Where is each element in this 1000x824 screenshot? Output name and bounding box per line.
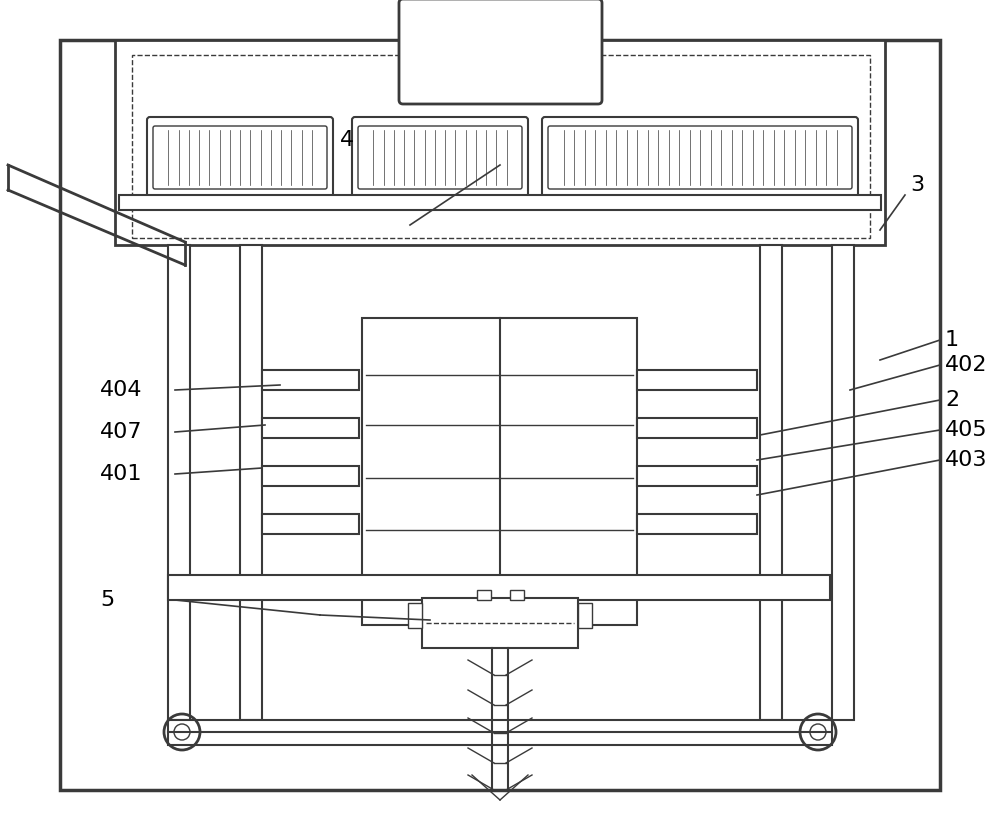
Bar (362, 318, 637, 625)
Bar (510, 590, 524, 600)
Bar (115, 40, 885, 245)
Bar (832, 245, 854, 720)
Bar (760, 245, 782, 720)
Bar (578, 603, 592, 628)
Bar (637, 418, 757, 438)
Bar (637, 466, 757, 486)
Bar (422, 598, 578, 648)
Bar (168, 245, 190, 720)
FancyBboxPatch shape (399, 0, 602, 104)
FancyBboxPatch shape (542, 117, 858, 198)
Text: 2: 2 (945, 390, 959, 410)
Bar (408, 603, 422, 628)
FancyBboxPatch shape (147, 117, 333, 198)
FancyBboxPatch shape (548, 126, 852, 189)
Text: 404: 404 (100, 380, 143, 400)
Bar (60, 40, 940, 790)
Text: 403: 403 (945, 450, 988, 470)
Bar (168, 575, 830, 600)
Text: 407: 407 (100, 422, 143, 442)
FancyBboxPatch shape (358, 126, 522, 189)
Bar (637, 514, 757, 534)
Bar (637, 370, 757, 390)
Text: 405: 405 (945, 420, 988, 440)
Bar (477, 590, 491, 600)
Text: 402: 402 (945, 355, 988, 375)
Bar (262, 418, 359, 438)
FancyBboxPatch shape (153, 126, 327, 189)
Bar (262, 466, 359, 486)
Bar (168, 720, 832, 745)
Bar (132, 55, 870, 238)
Bar (240, 245, 262, 720)
Text: 3: 3 (910, 175, 924, 195)
FancyBboxPatch shape (352, 117, 528, 198)
Bar (119, 195, 881, 210)
Text: 401: 401 (100, 464, 143, 484)
Bar (262, 514, 359, 534)
Text: 1: 1 (945, 330, 959, 350)
Text: 4: 4 (340, 130, 354, 150)
Text: 5: 5 (100, 590, 114, 610)
Bar (262, 370, 359, 390)
